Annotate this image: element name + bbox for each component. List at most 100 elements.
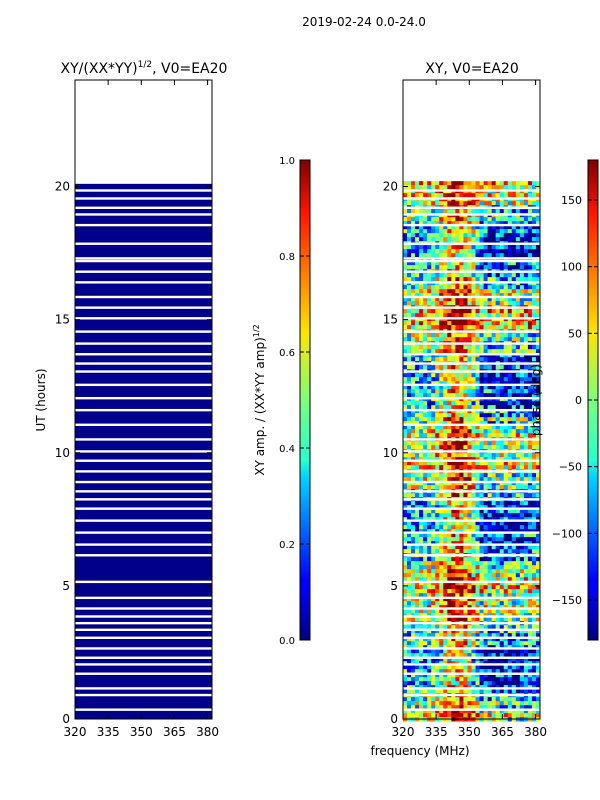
right-heatmap-cell xyxy=(527,201,533,206)
right-heatmap-cell xyxy=(411,181,416,186)
right-heatmap-cell xyxy=(467,393,472,398)
right-heatmap-cell xyxy=(471,413,476,418)
right-heatmap-cell xyxy=(407,337,412,342)
right-heatmap-cell xyxy=(487,265,492,270)
right-heatmap-cell xyxy=(403,253,408,258)
right-heatmap-cell xyxy=(443,389,448,394)
right-heatmap-cell xyxy=(451,377,456,382)
right-heatmap-cell xyxy=(427,249,432,254)
right-heatmap-cell xyxy=(415,253,420,258)
right-heatmap-cell xyxy=(503,433,509,438)
right-heatmap-cell xyxy=(535,237,541,242)
right-heatmap-cell xyxy=(431,293,436,298)
right-heatmap-cell xyxy=(479,297,484,302)
right-heatmap-cell xyxy=(459,245,464,250)
right-heatmap-cell xyxy=(519,349,525,354)
right-heatmap-cell xyxy=(455,277,460,282)
right-heatmap-cell xyxy=(419,425,424,430)
right-heatmap-cell xyxy=(511,405,517,410)
right-heatmap-cell xyxy=(459,433,464,438)
right-heatmap-cell xyxy=(515,253,521,258)
right-heatmap-cell xyxy=(427,273,432,278)
right-heatmap-cell xyxy=(439,333,444,338)
right-heatmap-cell xyxy=(435,401,440,406)
right-heatmap-cell xyxy=(475,309,480,314)
right-heatmap-cell xyxy=(475,357,480,362)
right-heatmap-cell xyxy=(483,245,488,250)
right-heatmap-cell xyxy=(479,429,484,434)
right-heatmap-cell xyxy=(431,277,436,282)
right-heatmap-cell xyxy=(527,421,533,426)
right-heatmap-cell xyxy=(447,245,452,250)
right-heatmap-cell xyxy=(535,309,541,314)
right-heatmap-cell xyxy=(499,229,505,234)
right-heatmap-cell xyxy=(447,273,452,278)
right-heatmap-cell xyxy=(507,261,513,266)
right-heatmap-cell xyxy=(495,237,501,242)
right-heatmap-cell xyxy=(483,201,488,206)
right-heatmap-cell xyxy=(419,381,424,386)
right-heatmap-cell xyxy=(407,365,412,370)
right-heatmap-cell xyxy=(459,385,464,390)
right-heatmap-cell xyxy=(439,265,444,270)
right-heatmap-cell xyxy=(479,389,484,394)
left-data-gap xyxy=(75,213,212,216)
right-heatmap-cell xyxy=(531,349,537,354)
right-heatmap-cell xyxy=(523,389,529,394)
right-heatmap-cell xyxy=(487,433,492,438)
right-heatmap-cell xyxy=(535,337,541,342)
left-colorbar-tick-label: 0.6 xyxy=(279,348,295,359)
right-heatmap-cell xyxy=(419,337,424,342)
right-heatmap-cell xyxy=(479,221,484,226)
right-heatmap-cell xyxy=(475,253,480,258)
right-heatmap-cell xyxy=(439,193,444,198)
right-heatmap-cell xyxy=(471,229,476,234)
right-heatmap-cell xyxy=(427,349,432,354)
right-heatmap-cell xyxy=(531,261,537,266)
right-heatmap-cell xyxy=(403,193,408,198)
right-heatmap-cell xyxy=(495,217,501,222)
right-heatmap-cell xyxy=(531,221,537,226)
right-heatmap-cell xyxy=(511,285,517,290)
right-heatmap-cell xyxy=(503,365,509,370)
right-heatmap-cell xyxy=(451,221,456,226)
right-heatmap-cell xyxy=(495,377,501,382)
right-heatmap-cell xyxy=(455,221,460,226)
right-heatmap-cell xyxy=(443,249,448,254)
right-heatmap-cell xyxy=(499,421,505,426)
right-heatmap-cell xyxy=(479,433,484,438)
right-heatmap-cell xyxy=(491,333,496,338)
right-heatmap-cell xyxy=(459,365,464,370)
left-ytick-label: 5 xyxy=(62,579,70,593)
right-heatmap-cell xyxy=(403,181,408,186)
right-heatmap-cell xyxy=(411,261,416,266)
right-heatmap-cell xyxy=(535,377,541,382)
right-heatmap-cell xyxy=(483,297,488,302)
right-heatmap-cell xyxy=(475,377,480,382)
right-heatmap-cell xyxy=(431,309,436,314)
right-heatmap-cell xyxy=(491,301,496,306)
left-colorbar-tick-label: 0.4 xyxy=(279,444,295,455)
left-data-gap xyxy=(75,306,212,309)
right-heatmap-cell xyxy=(427,261,432,266)
right-heatmap-cell xyxy=(483,193,488,198)
right-heatmap-cell xyxy=(523,273,529,278)
right-heatmap-cell xyxy=(403,325,408,330)
right-heatmap-cell xyxy=(523,297,529,302)
right-heatmap-cell xyxy=(499,337,505,342)
right-heatmap-cell xyxy=(487,285,492,290)
right-heatmap-cell xyxy=(535,261,541,266)
right-heatmap-cell xyxy=(427,377,432,382)
right-heatmap-cell xyxy=(411,313,416,318)
right-heatmap-cell xyxy=(427,201,432,206)
right-heatmap-cell xyxy=(527,413,533,418)
right-heatmap-cell xyxy=(535,373,541,378)
left-data-gap xyxy=(75,353,212,356)
right-heatmap-cell xyxy=(479,301,484,306)
right-heatmap-cell xyxy=(463,405,468,410)
right-heatmap-cell xyxy=(491,385,496,390)
right-heatmap-cell xyxy=(447,313,452,318)
right-heatmap-cell xyxy=(515,309,521,314)
right-heatmap-cell xyxy=(483,261,488,266)
right-heatmap-cell xyxy=(527,385,533,390)
